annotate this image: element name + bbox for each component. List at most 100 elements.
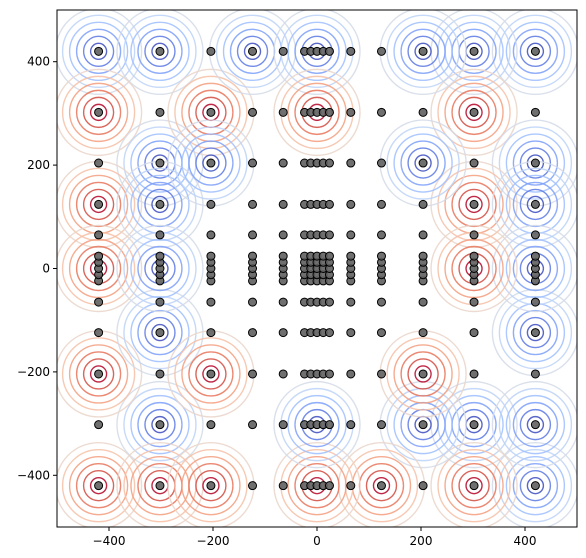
contour-group [430,441,518,527]
contour-ring [195,469,227,502]
contour-ring [236,35,269,68]
contour-ring [89,103,108,122]
contour-ring [294,89,340,136]
data-point [278,230,288,240]
contour-ring [181,344,241,404]
contour-ring [202,154,220,172]
data-point [346,369,356,379]
contour-ring [68,82,129,143]
data-point [346,230,356,240]
data-point [376,230,386,240]
contour-ring [451,89,497,136]
contour-ring [526,323,545,342]
contour-ring [519,147,552,179]
contour-ring [130,238,190,299]
contour-ring [202,476,220,495]
contour-ring [491,10,577,96]
y-axis: −400 −200 0 200 400 [17,55,57,482]
contour-ring [526,415,545,434]
data-point [324,297,334,307]
contour-ring [188,351,234,397]
contour-ring [465,476,483,495]
contour-ring [273,441,361,527]
data-point [278,297,288,307]
contour-ring [188,462,234,509]
data-point [346,158,356,168]
data-point [324,158,334,168]
contour-group [491,10,577,96]
contour-ring [414,154,432,172]
data-point [155,230,165,240]
data-point [418,297,428,307]
data-point [155,297,165,307]
contour-ring [89,365,108,383]
contour-ring [137,401,183,448]
contour-ring [498,448,573,523]
data-point [376,46,386,56]
data-point [94,297,104,307]
x-tick-label: 0 [313,534,321,548]
data-point [155,199,165,209]
data-point [278,328,288,338]
data-point [206,420,216,430]
data-point [530,328,540,338]
data-point [418,251,428,261]
contour-ring [151,323,169,342]
data-point [278,251,288,261]
x-tick-label: 200 [410,534,433,548]
contour-ring [407,35,439,68]
contour-ring [393,21,453,82]
contour-ring [144,408,176,441]
data-point [94,107,104,117]
contour-ring [82,96,115,129]
data-point [155,46,165,56]
contour-ring [437,75,511,150]
data-point [248,107,258,117]
contour-ring [491,441,577,527]
contour-ring [458,469,490,502]
contour-ring [130,21,190,82]
contour-ring [123,167,197,242]
data-point [278,199,288,209]
contour-ring [414,365,432,383]
contour-ring [444,238,504,299]
contour-ring [512,140,559,186]
contour-ring [498,295,573,370]
data-point [155,251,165,261]
contour-ring [400,28,446,75]
contour-ring [287,82,347,143]
x-axis: −400 −200 0 200 400 [93,527,536,548]
data-point [94,230,104,240]
contour-ring [393,133,453,193]
contour-ring [57,68,143,157]
data-point [324,199,334,209]
contour-ring [174,448,248,523]
data-point [376,199,386,209]
contour-ring [123,387,197,462]
contour-ring [137,309,183,356]
contour-ring [386,337,460,411]
data-point [346,199,356,209]
contour-ring [287,455,347,516]
contour-ring [512,245,559,292]
data-point [530,230,540,240]
contour-ring [82,188,115,221]
contour-ring [519,35,552,68]
contour-ring [137,245,183,292]
contour-ring [123,295,197,370]
contour-ring [512,401,559,448]
contour-group [116,10,204,96]
contour-group [273,68,361,157]
contour-ring [294,462,340,509]
contour-group [57,10,143,96]
contour-ring [116,380,204,469]
data-point [530,481,540,491]
data-point [324,107,334,117]
contour-ring [294,401,340,448]
data-point [278,107,288,117]
data-point [324,46,334,56]
contour-ring [287,21,347,82]
data-point [469,297,479,307]
contour-ring [61,75,136,150]
data-point [248,481,258,491]
